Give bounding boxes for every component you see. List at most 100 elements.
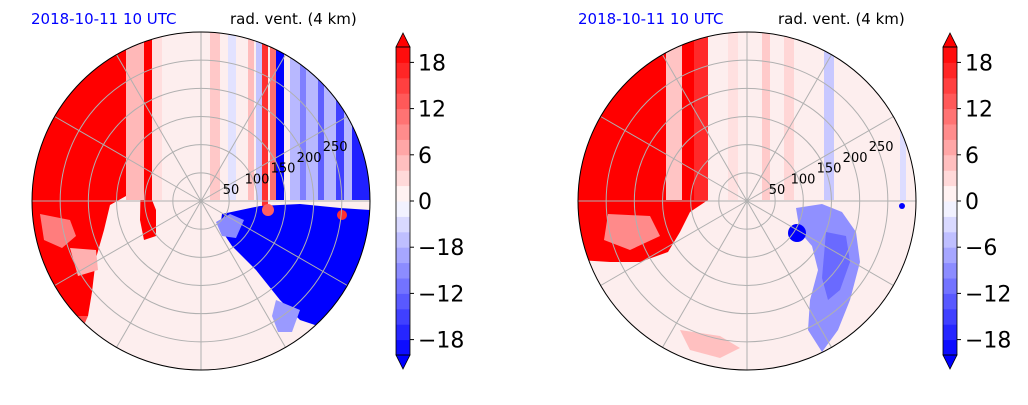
radial-tick-label: 250 [869, 140, 894, 155]
colorbar-level [943, 247, 957, 264]
angular-grid-line [54, 200, 202, 286]
red-south-blob [680, 330, 740, 358]
angular-grid-line [662, 54, 748, 202]
colorbar-tick-label: 6 [418, 144, 432, 169]
blue-southeast-core [822, 232, 850, 300]
colorbar-tick-label: 18 [418, 51, 446, 76]
colorbar-level [396, 108, 410, 125]
colorbar-tick-label: 12 [965, 98, 993, 123]
colorbar-tick-label: −18 [418, 329, 464, 354]
colorbar-level [396, 278, 410, 294]
colorbar-extend-max [395, 32, 411, 48]
red-west-edge [32, 316, 88, 340]
blue-streak-3 [276, 32, 284, 200]
colorbar-extend-min [395, 354, 411, 370]
blue-streak-8 [352, 32, 370, 200]
colorbar-extend-max [942, 32, 958, 48]
polar-outline-1 [31, 31, 371, 371]
radial-tick-label: 50 [769, 183, 786, 198]
colorbar-tick-label: 12 [418, 98, 446, 123]
angular-grid-line [746, 200, 894, 286]
colorbar-level [396, 231, 410, 248]
red-spot-east [337, 210, 347, 220]
colorbar-level [943, 278, 957, 294]
colorbar-tick-label: 0 [418, 190, 432, 215]
angular-grid-line [200, 54, 286, 202]
polar-grid-1 [32, 32, 370, 370]
red-streak-1 [126, 32, 144, 200]
blue-streak-1 [824, 32, 834, 200]
colorbar-level [396, 77, 410, 94]
colorbar-level [396, 47, 410, 63]
colorbar-level [943, 262, 957, 279]
radial-tick-label: 150 [817, 162, 842, 177]
colorbar-level [943, 231, 957, 248]
colorbar-level [396, 62, 410, 79]
colorbar-tick-label: −12 [418, 282, 464, 307]
red-streak-1 [666, 32, 682, 200]
colorbar-level [396, 247, 410, 264]
colorbar-level [396, 324, 410, 341]
colorbar-level [943, 308, 957, 325]
polar-outline-2 [577, 31, 917, 371]
colorbar-level [943, 293, 957, 310]
blue-streak-1 [228, 32, 236, 200]
colorbar-level [396, 154, 410, 171]
colorbar-level [396, 93, 410, 110]
colorbar-level [943, 77, 957, 94]
angular-grid-line [746, 200, 832, 348]
polar-grid-2 [578, 32, 916, 370]
colorbar-level [943, 108, 957, 125]
colorbar-tick-label: 6 [965, 144, 979, 169]
blue-spot [788, 224, 806, 242]
colorbar-level [943, 139, 957, 156]
angular-grid-line [116, 200, 202, 348]
radial-tick-label: 200 [843, 151, 868, 166]
colorbar-level [396, 293, 410, 310]
blue-streak-5 [300, 32, 306, 200]
red-streak-3 [728, 32, 738, 200]
colorbar-level [943, 185, 957, 202]
colorbar-tick-label: −18 [965, 329, 1011, 354]
colorbar-level [943, 170, 957, 187]
colorbar-level [396, 262, 410, 279]
colorbar-tick-label: −6 [965, 236, 997, 261]
red-streak-2 [694, 32, 708, 200]
red-streak-4 [248, 32, 254, 200]
panel-2-title-left: 2018-10-11 10 UTC [578, 10, 724, 28]
colorbar-tick-label: −18 [418, 236, 464, 261]
colorbar-level [943, 339, 957, 356]
angular-grid-line [600, 116, 748, 202]
colorbar-extend-min [942, 354, 958, 370]
blue-streak-6 [318, 32, 324, 200]
red-west-blob [604, 214, 660, 250]
panel-2-title-right: rad. vent. (4 km) [778, 10, 905, 28]
colorbar-level [396, 308, 410, 325]
angular-grid-line [54, 116, 202, 202]
red-streak-3 [210, 32, 220, 200]
radial-tick-label: 100 [791, 172, 816, 187]
colorbar-level [396, 185, 410, 202]
colorbar-level [396, 139, 410, 156]
red-streak-4 [762, 32, 770, 200]
blue-streak-7 [336, 32, 344, 200]
red-streak-6 [262, 32, 268, 222]
panel-1-title-left: 2018-10-11 10 UTC [31, 10, 177, 28]
radial-tick-label: 100 [245, 172, 270, 187]
colorbar-2: 18 12 6 0 −6 −12 −18 [942, 32, 1011, 370]
colorbar-level [396, 124, 410, 140]
red-streak-5 [784, 32, 794, 200]
angular-grid-line [662, 200, 748, 348]
angular-grid-line [200, 200, 348, 286]
colorbar-level [943, 47, 957, 63]
colorbar-level [943, 93, 957, 110]
colorbar-level [943, 324, 957, 341]
blue-spot-east [899, 203, 905, 209]
colorbar-level [943, 216, 957, 233]
radial-tick-label: 50 [223, 183, 240, 198]
